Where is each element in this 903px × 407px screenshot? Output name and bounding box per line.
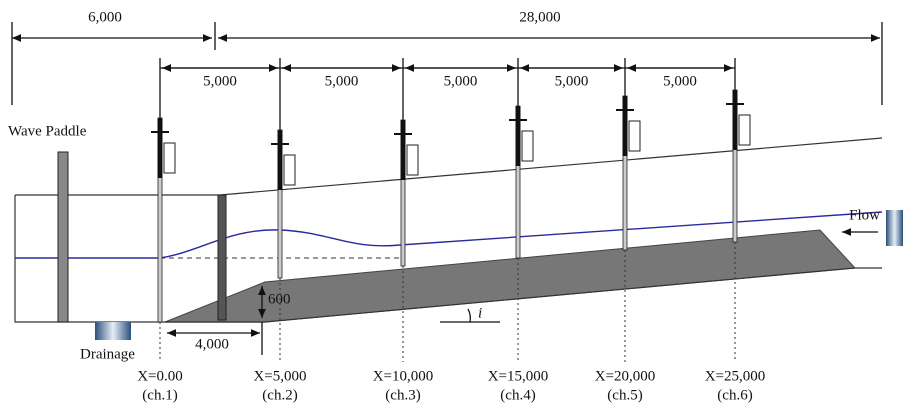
slope-base xyxy=(165,267,856,323)
gauge-position: X=20,000 xyxy=(595,368,656,384)
gauge-box xyxy=(521,130,534,162)
dimension-label: 6,000 xyxy=(88,9,122,25)
drainage-label: Drainage xyxy=(80,346,135,362)
wave-paddle xyxy=(57,151,69,323)
gauge-channel: (ch.2) xyxy=(262,387,297,403)
gauge-box xyxy=(738,114,751,146)
gauge-box xyxy=(406,144,419,176)
gauge-head xyxy=(515,106,521,166)
slope-label: i xyxy=(478,305,482,321)
drainage xyxy=(95,322,131,340)
spacing-label: 5,000 xyxy=(444,73,478,89)
gauge-position: X=0.00 xyxy=(137,368,183,384)
gauge-box xyxy=(163,142,176,174)
gauge-box xyxy=(628,120,641,152)
dimension-lines xyxy=(11,22,883,105)
gauge-channel: (ch.3) xyxy=(385,387,420,403)
flow-label: Flow xyxy=(849,207,880,223)
spacing-label: 5,000 xyxy=(555,73,589,89)
wave-paddle-label: Wave Paddle xyxy=(8,123,87,139)
gauge-position: X=15,000 xyxy=(488,368,549,384)
gauge-position: X=10,000 xyxy=(373,368,434,384)
gauge-head xyxy=(157,118,163,178)
flow-inlet xyxy=(886,210,903,246)
gauge-box xyxy=(283,154,296,186)
height-label: 600 xyxy=(268,291,291,307)
gauge-head xyxy=(732,90,738,150)
gauge-head xyxy=(622,96,628,156)
angle-arc xyxy=(467,308,471,323)
spacing-label: 5,000 xyxy=(203,73,237,89)
gauge-channel: (ch.5) xyxy=(607,387,642,403)
dimension-label: 28,000 xyxy=(519,9,560,25)
gauge-position: X=25,000 xyxy=(705,368,766,384)
slope xyxy=(164,229,857,323)
spacing-label: 5,000 xyxy=(325,73,359,89)
separator xyxy=(217,194,227,321)
gauge-head xyxy=(400,120,406,180)
gauge-channel: (ch.1) xyxy=(142,387,177,403)
gauge-head xyxy=(277,130,283,190)
toe-label: 4,000 xyxy=(195,336,229,352)
gauge-channel: (ch.4) xyxy=(500,387,535,403)
gauge-position: X=5,000 xyxy=(253,368,306,384)
gauge-channel: (ch.6) xyxy=(717,387,752,403)
spacing-label: 5,000 xyxy=(663,73,697,89)
